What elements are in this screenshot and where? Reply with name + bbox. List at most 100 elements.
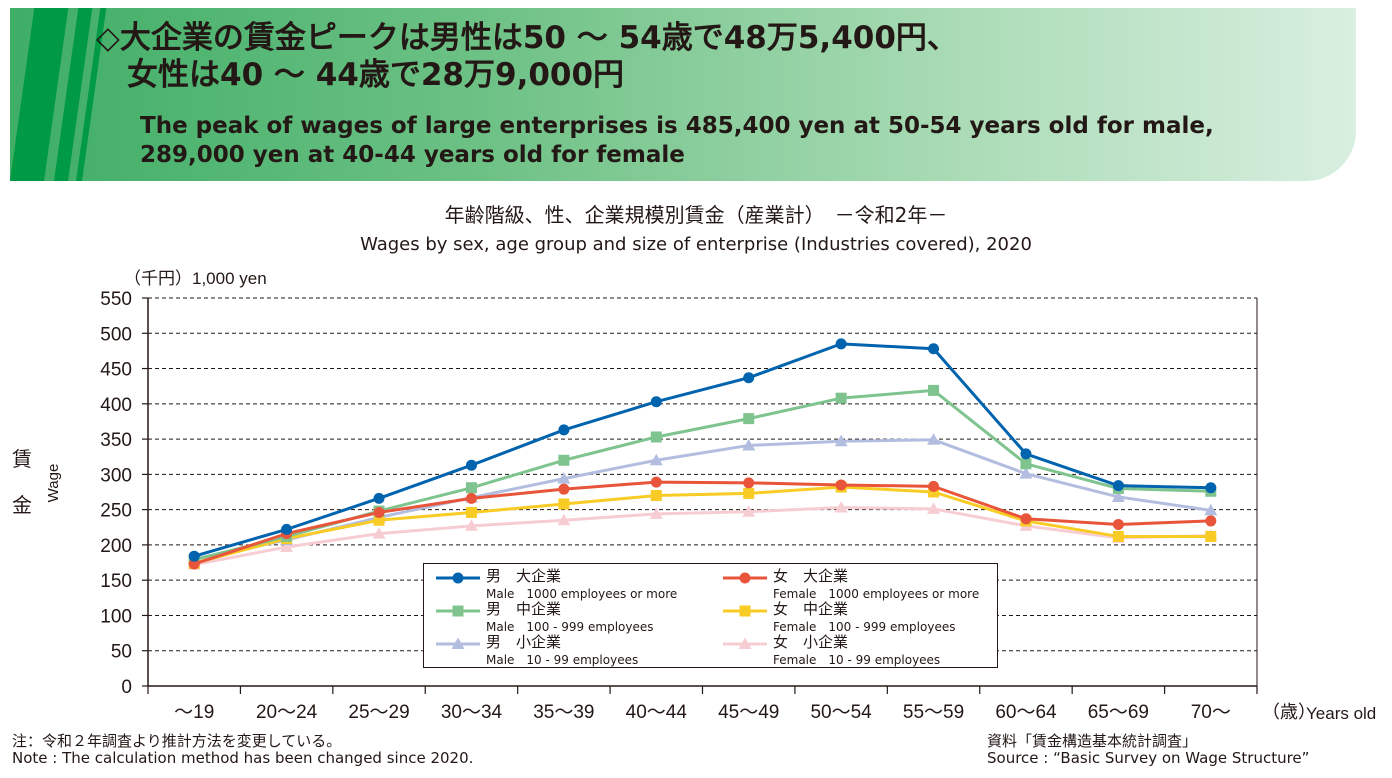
headline-english: The peak of wages of large enterprises i…	[140, 113, 1214, 168]
x-tick-label: 20～24	[256, 702, 318, 723]
x-tick-label: 40～44	[626, 702, 688, 723]
y-tick-label: 550	[100, 289, 132, 310]
data-point	[928, 486, 940, 498]
line-chart: 0 50 100 150 200 250 300 350 400 450 500 550 ～19 20～2…	[12, 269, 1376, 723]
x-axis-label: Years old	[1306, 704, 1376, 723]
data-point	[1204, 503, 1218, 516]
data-point	[558, 424, 570, 436]
legend-item: 女 小企業 Female 10 - 99 employees	[711, 634, 1001, 667]
data-point	[743, 477, 755, 489]
data-point	[650, 396, 662, 408]
y-tick-label: 50	[111, 642, 132, 663]
data-point	[743, 413, 755, 425]
legend-label-en: Male 1000 employees or more	[486, 587, 678, 601]
legend-symbol	[723, 637, 767, 649]
x-tick-label: 60～64	[995, 702, 1057, 723]
data-point	[1020, 448, 1032, 460]
data-point	[280, 540, 294, 553]
y-tick-label: 250	[100, 501, 132, 522]
data-point	[465, 506, 477, 518]
source-en: Source : “Basic Survey on Wage Structure…	[987, 749, 1310, 767]
source-note: 資料「賃金構造基本統計調査」 Source : “Basic Survey on…	[987, 733, 1309, 767]
data-point	[649, 453, 663, 466]
y-tick-label: 100	[100, 606, 132, 627]
x-tick-label: 65～69	[1088, 702, 1149, 723]
data-point	[928, 384, 940, 396]
data-point	[834, 501, 848, 513]
y-tick-label: 200	[100, 536, 132, 557]
data-point	[834, 434, 848, 447]
data-point	[650, 476, 662, 488]
legend-label-jp: 女 中企業	[773, 600, 849, 618]
data-point	[558, 498, 570, 510]
legend-marker	[451, 637, 465, 649]
y-tick-label: 400	[100, 395, 132, 416]
data-point	[835, 392, 847, 404]
headline-banner: ◇大企業の賃金ピークは男性は50 ～ 54歳で48万5,400円、 女性は40 …	[10, 8, 1356, 181]
data-point	[650, 490, 662, 502]
legend-item: 男 大企業 Male 1000 employees or more	[424, 567, 714, 601]
legend-item: 男 小企業 Male 10 - 99 employees	[424, 634, 714, 667]
x-tick-label: 30～34	[441, 702, 503, 723]
legend-symbol	[723, 572, 767, 584]
series-line	[193, 342, 1211, 558]
x-tick-label: 50～54	[810, 702, 872, 723]
y-tick-label: 350	[100, 430, 132, 451]
legend-label-en: Male 100 - 999 employees	[486, 620, 654, 634]
data-point	[1205, 530, 1217, 542]
data-point	[1112, 530, 1124, 542]
legend-marker	[738, 637, 752, 649]
legend-marker	[739, 605, 751, 617]
data-point	[1112, 480, 1124, 492]
legend-label-en: Male 10 - 99 employees	[486, 653, 639, 667]
data-point	[464, 519, 478, 531]
data-point	[1205, 482, 1217, 494]
y-tick-label: 0	[121, 677, 132, 698]
series-line	[193, 485, 1211, 565]
data-point	[373, 514, 385, 526]
data-point	[373, 506, 385, 518]
data-point	[743, 487, 755, 499]
source-jp: 資料「賃金構造基本統計調査」	[987, 732, 1198, 750]
chart-title: 年齢階級、性、企業規模別賃金（産業計） －令和2年－	[444, 203, 948, 227]
x-tick-label: ～19	[174, 702, 214, 723]
y-tick-label: 500	[100, 324, 132, 345]
data-point	[650, 431, 662, 443]
legend-marker	[452, 605, 464, 617]
data-point	[1112, 518, 1124, 530]
legend-marker	[739, 572, 751, 584]
data-point	[742, 505, 756, 517]
data-point	[1019, 467, 1033, 479]
y-axis-label-jp: 賃	[12, 448, 32, 471]
footnote: 注：令和２年調査より推計方法を変更している。 Note : The calcul…	[12, 733, 473, 767]
legend-item: 女 大企業 Female 1000 employees or more	[711, 567, 1001, 601]
chart-legend: 男 大企業 Male 1000 employees or more 女 大企業 Fem…	[423, 563, 998, 668]
data-point	[558, 483, 570, 495]
legend-label-jp: 女 大企業	[773, 567, 849, 585]
series-line	[193, 506, 1211, 567]
x-tick-label: 35～39	[533, 702, 594, 723]
legend-label-en: Female 10 - 99 employees	[773, 653, 941, 667]
y-unit-label: （千円）1,000 yen	[124, 269, 267, 288]
legend-label-jp: 男 大企業	[486, 567, 562, 585]
legend-symbol	[723, 605, 767, 617]
legend-label-en: Female 1000 employees or more	[773, 587, 980, 601]
data-point	[649, 507, 663, 519]
legend-marker	[452, 572, 464, 584]
data-point	[465, 482, 477, 494]
y-tick-label: 300	[100, 465, 132, 486]
legend-symbol	[436, 572, 480, 584]
y-axis-label-jp: 金	[12, 494, 32, 517]
chart-subtitle: Wages by sex, age group and size of ente…	[360, 234, 1032, 255]
series-line	[193, 438, 1212, 561]
data-point	[835, 479, 847, 491]
data-point	[1020, 458, 1032, 470]
data-point	[743, 372, 755, 384]
y-tick-label: 450	[100, 360, 132, 381]
x-tick-label: 55～59	[903, 702, 964, 723]
data-point	[557, 513, 571, 526]
data-point	[742, 438, 756, 451]
headline-japanese: ◇大企業の賃金ピークは男性は50 ～ 54歳で48万5,400円、 女性は40 …	[96, 20, 958, 93]
footnote-en: Note : The calculation method has been c…	[12, 749, 474, 767]
legend-label-jp: 男 中企業	[486, 600, 562, 618]
